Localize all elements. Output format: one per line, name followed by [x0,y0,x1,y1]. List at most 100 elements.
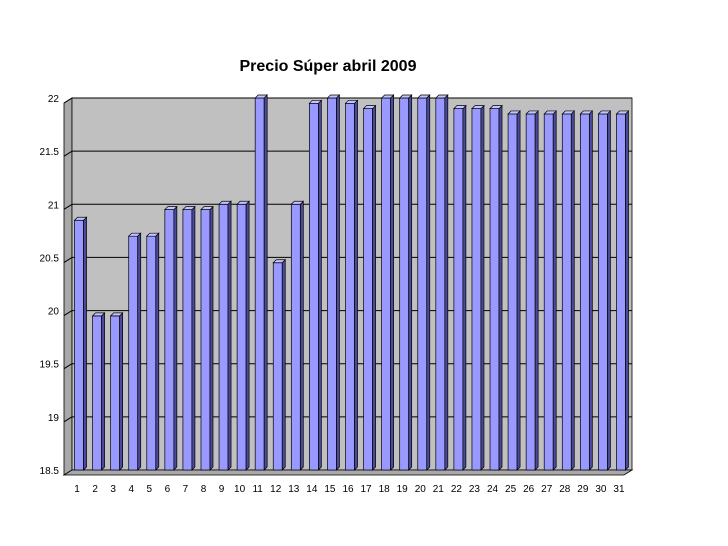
x-tick-label: 26 [523,484,535,495]
bar-side [299,200,304,471]
x-tick-label: 9 [219,484,225,495]
y-tick-label: 21 [48,200,60,211]
bar-front [579,113,590,471]
y-tick-label: 22 [48,94,60,105]
bar-front [146,235,157,471]
bar-top [91,312,106,317]
bar-front [435,97,446,471]
bar-front [327,97,337,471]
bar-side [480,104,485,471]
bar-side [607,110,611,471]
bar-top [73,216,88,221]
bar-side [209,205,214,471]
x-tick-label: 6 [165,484,171,495]
side-wall [63,97,73,476]
bar-top [525,110,539,115]
bars [73,94,630,471]
bar-front [164,209,175,471]
bar-top [579,110,594,115]
bar [434,94,449,471]
bar-front [616,113,626,471]
gridline-side [63,310,73,316]
bar-side [408,94,413,471]
bar [109,312,124,471]
bar [182,205,196,471]
x-tick-label: 3 [110,484,116,495]
bar-top [109,312,124,317]
bar-top [398,94,413,99]
bar [615,110,630,471]
bar [416,94,431,471]
y-tick-label: 21.5 [40,147,60,158]
x-tick-label: 22 [451,484,463,495]
bar [254,94,269,471]
bar-side [173,205,178,471]
bar-top [326,94,341,99]
bar [380,94,395,471]
bar [398,94,413,471]
bar-side [263,94,268,471]
bar-front [290,203,301,471]
bar-front [92,315,102,471]
bar [453,104,467,471]
x-tick-label: 17 [361,484,373,495]
x-tick-label: 18 [379,484,391,495]
x-tick-label: 14 [306,484,318,495]
bar-top [272,259,287,264]
bar-front [543,113,554,471]
x-tick-label: 7 [183,484,189,495]
bar-front [489,108,500,471]
bar [218,200,232,471]
bar-top [164,206,178,210]
bar-front [525,113,536,471]
x-axis-ticks: 1 2 3 4 5 6 7 8 9 10 11 12 13 14 15 16 17 18 19 20 21 22 23 24 2… [74,484,625,495]
bar-front [272,262,283,471]
y-tick-label: 20 [48,307,60,318]
bar [308,99,323,471]
bar [326,94,341,471]
bar-side [354,99,358,471]
x-tick-label: 28 [559,484,571,495]
bar-front [399,97,410,471]
bar-side [191,205,196,471]
bar-top [434,94,449,99]
x-tick-label: 8 [201,484,207,495]
x-tick-label: 5 [147,484,153,495]
bar-top [471,105,485,109]
bar-side [318,99,322,471]
x-tick-label: 13 [288,484,300,495]
x-tick-label: 1 [74,484,80,495]
bar-front [254,97,265,471]
bar-side [336,94,340,471]
bar [272,258,287,471]
bar-side [462,104,467,471]
bar-top [308,99,323,104]
gridline-side [63,203,73,210]
x-tick-label: 19 [397,484,409,495]
bar-side [83,216,87,471]
x-tick-label: 15 [324,484,336,495]
x-tick-label: 25 [505,484,517,495]
x-tick-label: 27 [541,484,553,495]
bar-front [381,97,391,471]
bar-top [507,110,521,115]
bar [525,110,539,471]
bar-top [597,110,612,115]
gridline-side [63,363,73,370]
bar-front [345,102,355,471]
bar-top [127,232,142,237]
y-tick-label: 19.5 [40,360,60,371]
bar-side [570,110,575,471]
bar-side [281,258,286,471]
bar-top [344,99,359,104]
y-tick-label: 18.5 [40,466,60,477]
bar-top [615,110,630,115]
gridline-side [63,257,73,263]
x-tick-label: 16 [342,484,354,495]
bar-top [362,105,377,109]
bar [543,110,558,471]
bar-front [182,209,193,471]
bar [579,110,594,471]
bar [507,110,521,471]
bar [290,200,305,471]
